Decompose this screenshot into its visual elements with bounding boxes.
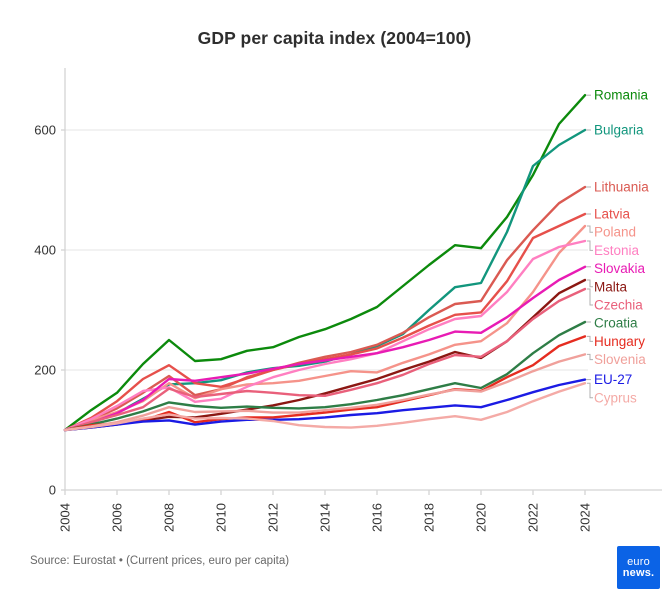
- series-label-romania: Romania: [594, 88, 649, 103]
- chart-title: GDP per capita index (2004=100): [197, 28, 472, 48]
- logo-word-euro: euro: [627, 556, 650, 568]
- xtick-label-2020: 2020: [474, 503, 489, 532]
- series-label-eu-27: EU-27: [594, 372, 632, 387]
- series-label-slovakia: Slovakia: [594, 261, 646, 276]
- source-text: Source: Eurostat • (Current prices, euro…: [30, 555, 290, 567]
- series-label-slovenia: Slovenia: [594, 352, 646, 367]
- series-label-croatia: Croatia: [594, 316, 638, 331]
- leader-poland: [587, 225, 593, 233]
- xtick-label-2018: 2018: [422, 503, 437, 532]
- series-label-malta: Malta: [594, 279, 628, 294]
- xtick-label-2014: 2014: [318, 503, 333, 532]
- series-label-latvia: Latvia: [594, 207, 631, 222]
- series-label-estonia: Estonia: [594, 243, 640, 258]
- leader-estonia: [587, 240, 593, 251]
- leader-cyprus: [587, 382, 593, 399]
- euronews-logo: euro news.: [617, 546, 660, 589]
- series-line-lithuania: [63, 185, 587, 432]
- series-label-hungary: Hungary: [594, 334, 645, 349]
- xtick-label-2004: 2004: [58, 503, 73, 532]
- leader-slovenia: [587, 353, 593, 361]
- leader-malta: [587, 279, 593, 288]
- series-label-poland: Poland: [594, 225, 636, 240]
- series-line-czechia: [63, 287, 587, 432]
- logo-word-news: news.: [622, 566, 655, 579]
- series-line-slovakia: [63, 265, 587, 432]
- ytick-label-400: 400: [34, 243, 56, 258]
- xtick-label-2012: 2012: [266, 503, 281, 532]
- series-label-lithuania: Lithuania: [594, 180, 649, 195]
- series-label-czechia: Czechia: [594, 298, 643, 313]
- ytick-label-600: 600: [34, 123, 56, 138]
- xtick-label-2024: 2024: [578, 503, 593, 532]
- leader-czechia: [587, 288, 593, 306]
- series-line-cyprus: [63, 382, 587, 432]
- series-line-eu-27: [63, 378, 587, 432]
- xtick-label-2010: 2010: [214, 503, 229, 532]
- ytick-label-0: 0: [49, 483, 56, 498]
- series-line-slovenia: [63, 353, 587, 432]
- ytick-label-200: 200: [34, 363, 56, 378]
- series-label-cyprus: Cyprus: [594, 390, 637, 405]
- xtick-label-2016: 2016: [370, 503, 385, 532]
- xtick-label-2008: 2008: [162, 503, 177, 532]
- series-line-croatia: [63, 320, 587, 432]
- gdp-line-chart: 0 200 400 600 2004 2006 2008 2010 2012 2014 2016 20…: [34, 68, 662, 532]
- leader-hungary: [587, 335, 593, 342]
- series-line-romania: [63, 93, 587, 432]
- series-line-poland: [63, 224, 587, 432]
- series-line-estonia: [63, 239, 587, 432]
- series-label-bulgaria: Bulgaria: [594, 123, 644, 138]
- xtick-label-2022: 2022: [526, 503, 541, 532]
- xtick-label-2006: 2006: [110, 503, 125, 532]
